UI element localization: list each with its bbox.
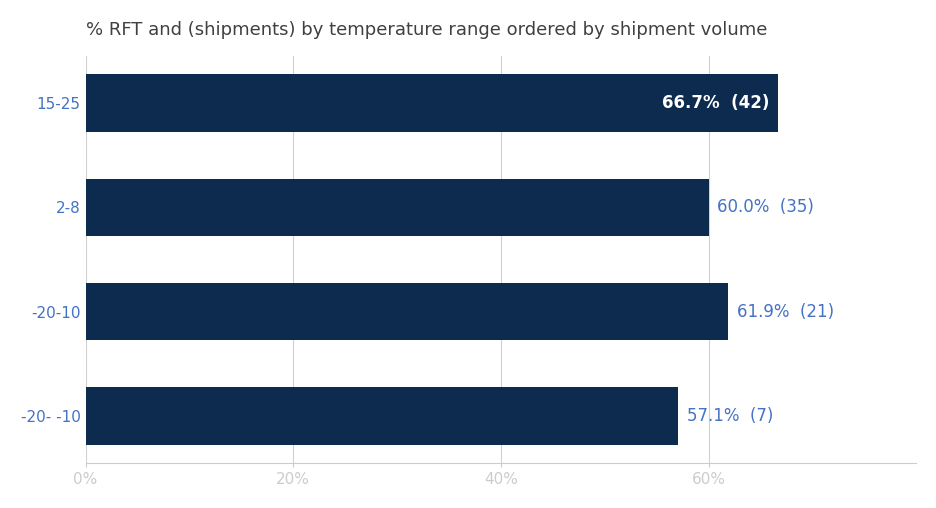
Text: 57.1%  (7): 57.1% (7)	[686, 407, 772, 425]
Text: 61.9%  (21): 61.9% (21)	[736, 303, 833, 321]
Bar	[85, 178, 708, 236]
Text: 60.0%  (35): 60.0% (35)	[716, 198, 812, 216]
Bar	[85, 387, 678, 444]
Text: 66.7%  (42): 66.7% (42)	[662, 94, 769, 112]
Text: % RFT and (shipments) by temperature range ordered by shipment volume: % RFT and (shipments) by temperature ran…	[85, 21, 767, 39]
Bar	[85, 74, 777, 132]
Bar	[85, 283, 727, 340]
